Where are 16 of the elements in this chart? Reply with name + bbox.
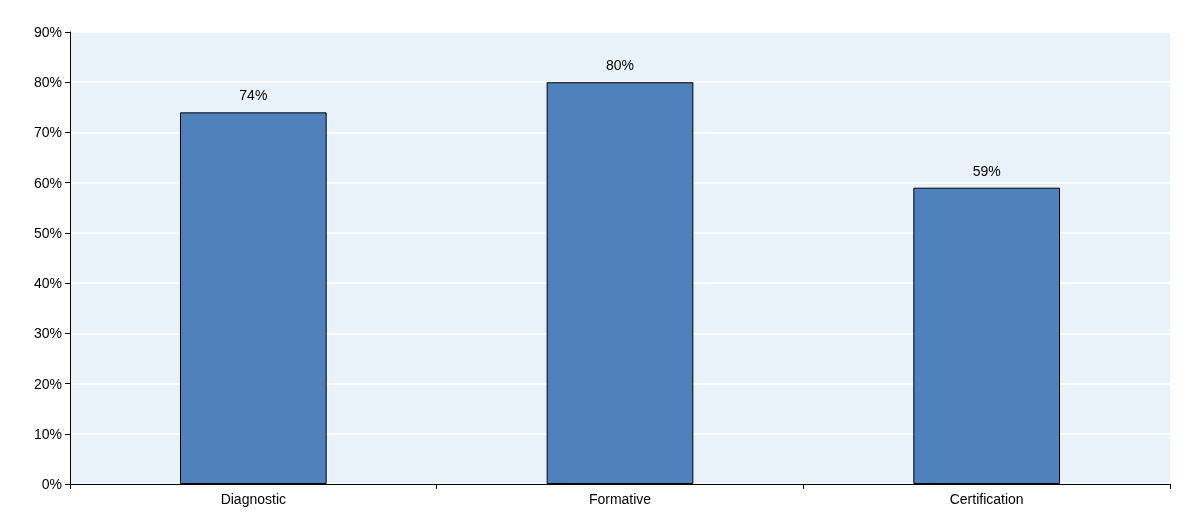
y-tick-label: 70% [33,124,62,141]
y-tick-label: 50% [33,224,62,241]
y-tick-label: 0% [41,476,62,492]
x-tick-label: Certification [949,491,1024,507]
x-tick-label: Formative [588,491,652,507]
y-tick-label: 80% [33,74,62,91]
y-tick-label: 30% [33,325,62,342]
y-tick-label: 40% [33,275,62,292]
y-tick-label: 60% [33,174,62,191]
x-tick-label: Diagnostic [220,491,287,507]
data-label: 59% [972,162,1001,179]
y-tick-label: 90% [33,24,62,40]
y-tick-label: 10% [33,425,62,442]
data-label: 74% [239,87,268,104]
data-label: 80% [605,57,635,74]
y-tick-label: 20% [33,375,62,392]
